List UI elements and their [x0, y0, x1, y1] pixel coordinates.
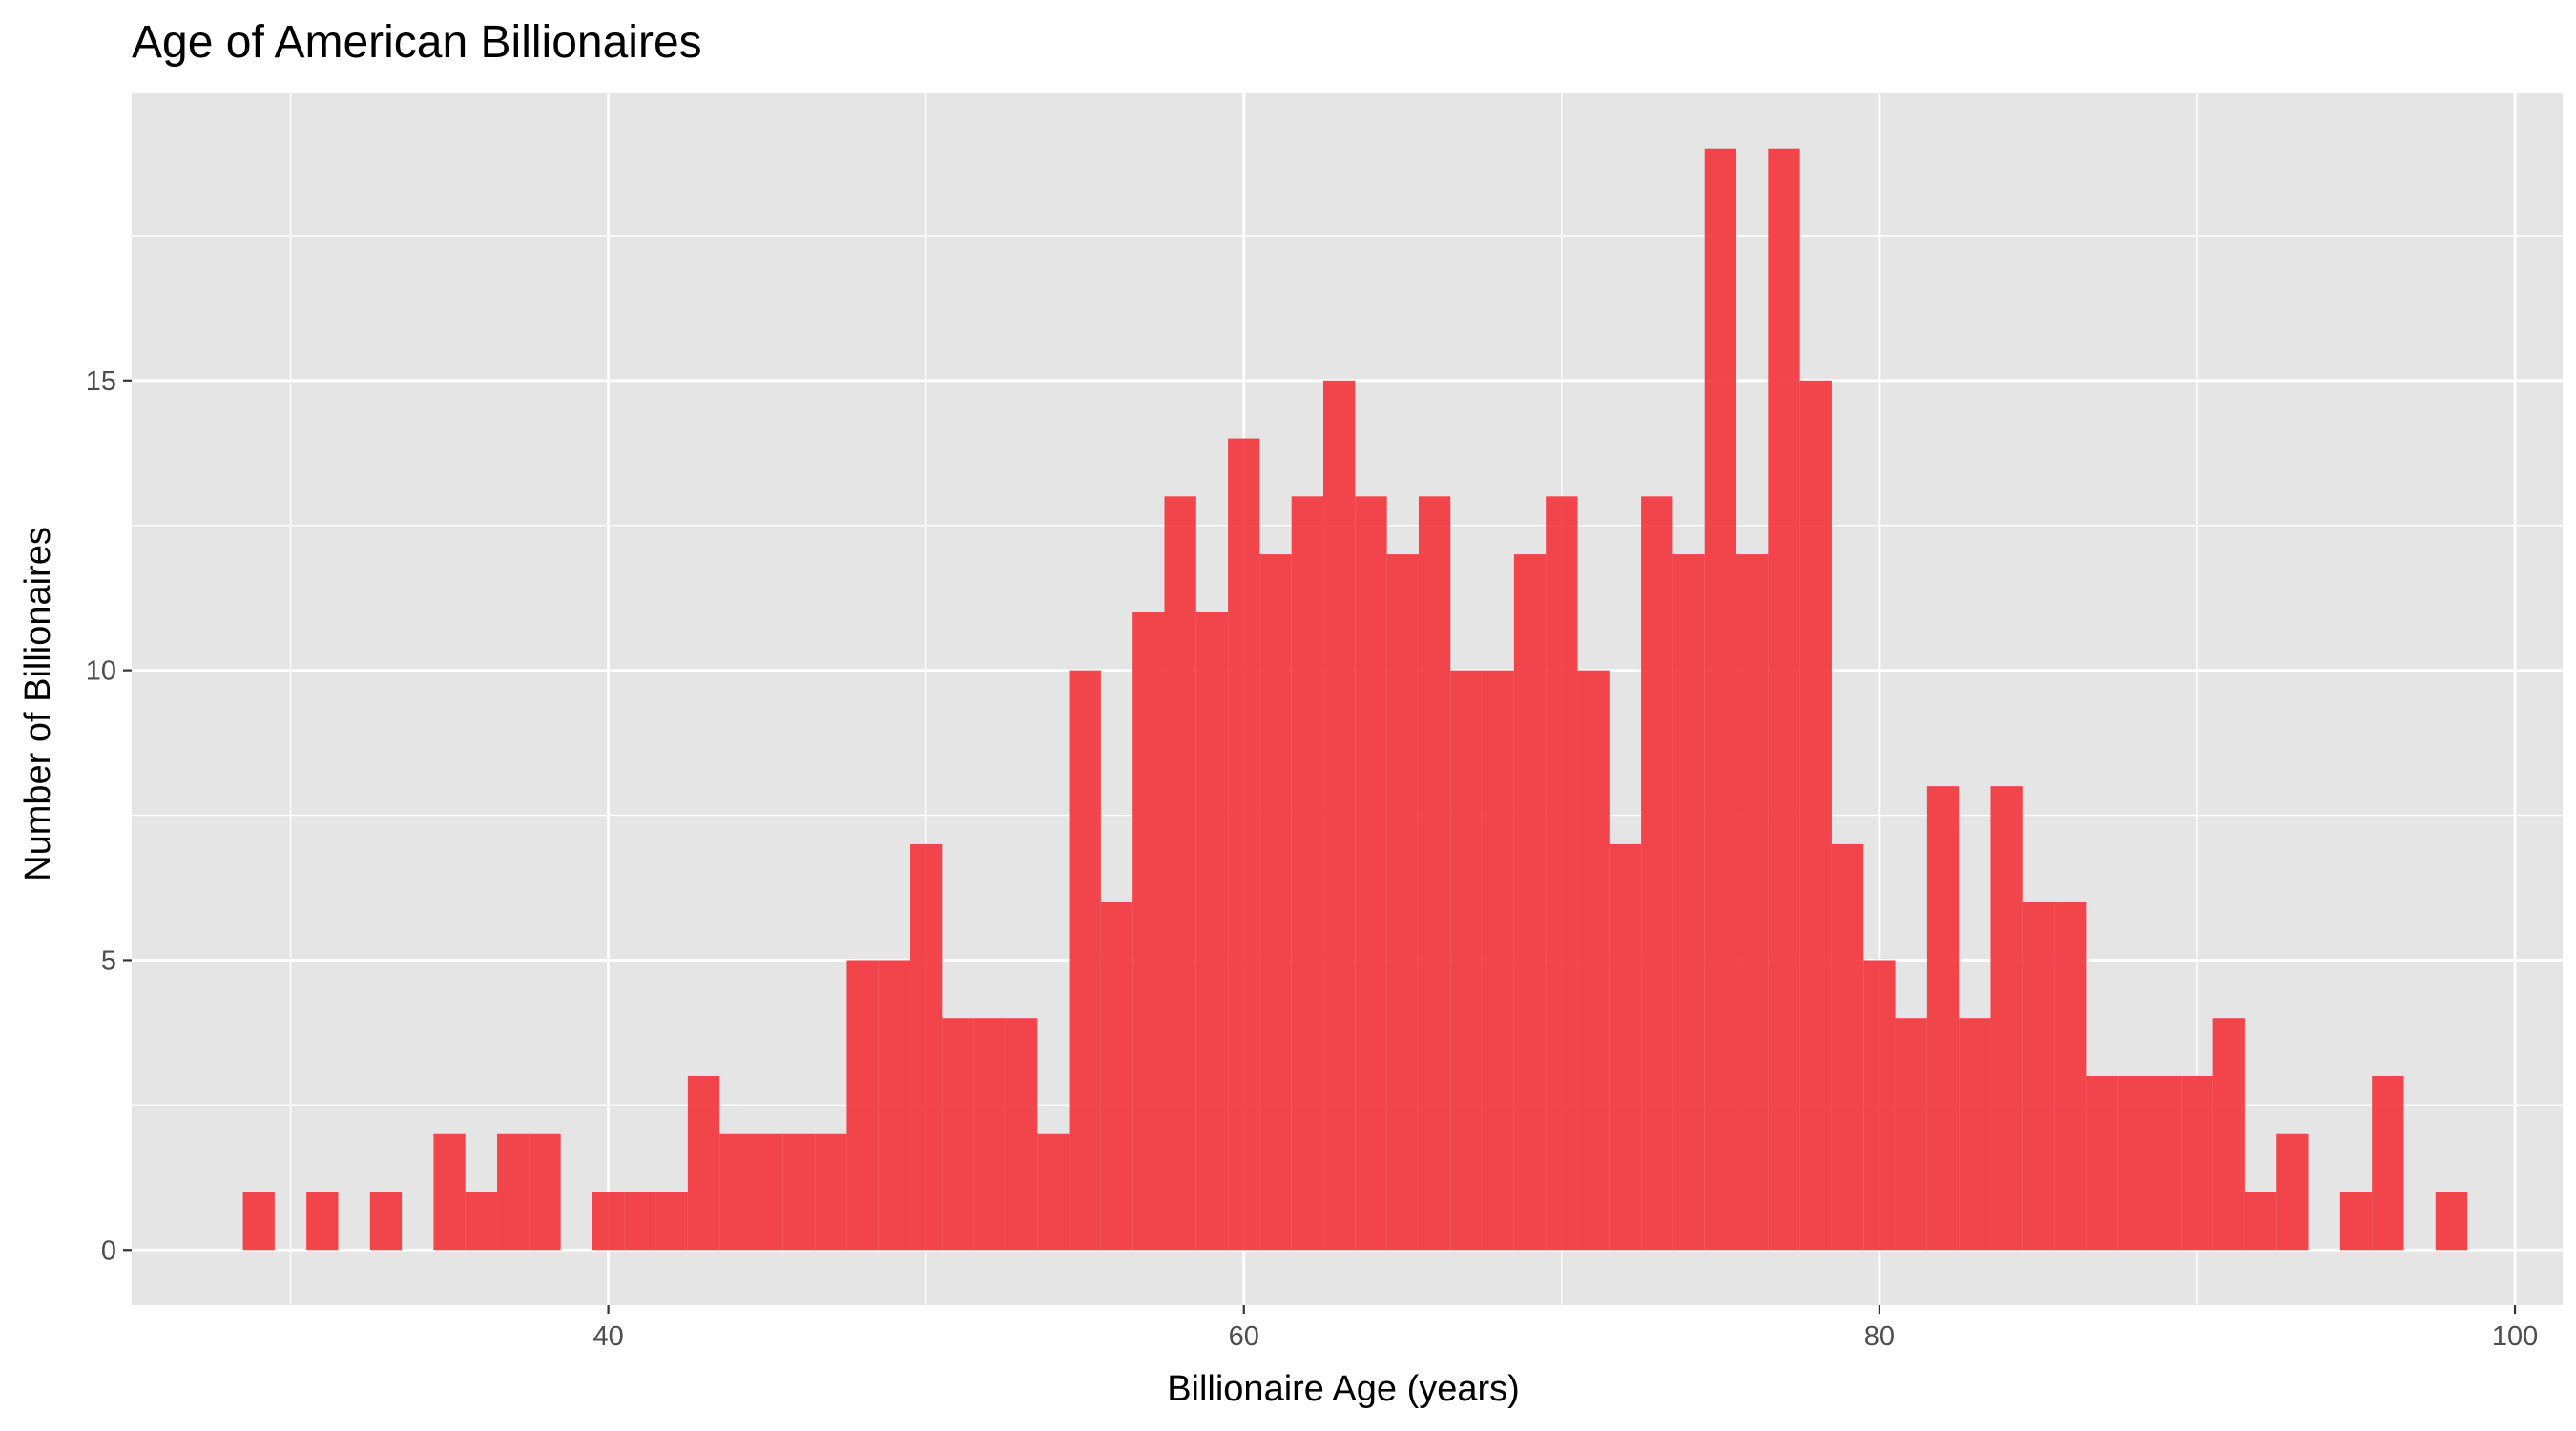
- histogram-bar: [433, 1133, 466, 1251]
- histogram-bar: [1450, 670, 1483, 1251]
- histogram-bar: [624, 1192, 656, 1251]
- x-axis-title: Billionaire Age (years): [1167, 1369, 1520, 1409]
- histogram-bar: [1736, 554, 1769, 1251]
- histogram-bar: [2276, 1133, 2309, 1251]
- histogram-bar: [1259, 554, 1292, 1251]
- histogram-bar: [2339, 1192, 2373, 1251]
- histogram-bar: [846, 960, 879, 1251]
- x-tick-label: 40: [592, 1321, 623, 1352]
- histogram-bar: [1100, 902, 1133, 1251]
- y-tick-label: 5: [101, 945, 116, 976]
- histogram-bar: [1355, 496, 1387, 1251]
- histogram-bar: [973, 1018, 1006, 1251]
- histogram-bar: [655, 1192, 688, 1251]
- histogram-bar: [2086, 1075, 2118, 1251]
- histogram-bar: [592, 1192, 625, 1251]
- histogram-bar: [1164, 496, 1196, 1251]
- histogram-bar: [942, 1018, 974, 1251]
- y-tick-label: 0: [101, 1235, 116, 1266]
- histogram-bar: [465, 1192, 498, 1251]
- histogram-bar: [2022, 902, 2055, 1251]
- histogram-bar: [1291, 496, 1324, 1251]
- histogram-bar: [1577, 670, 1610, 1251]
- histogram-bar: [1990, 786, 2023, 1251]
- x-axis: 40 60 80 100: [592, 1305, 2538, 1352]
- histogram-bar: [878, 960, 911, 1251]
- histogram-bar: [1386, 554, 1419, 1251]
- histogram-bar: [1228, 438, 1260, 1251]
- histogram-bar: [497, 1133, 530, 1251]
- histogram-bar: [2435, 1192, 2468, 1251]
- histogram-bar: [1926, 786, 1960, 1251]
- histogram-bar: [369, 1192, 403, 1251]
- histogram-bar: [2054, 902, 2087, 1251]
- histogram-bar: [1609, 843, 1642, 1251]
- histogram-bar: [1672, 554, 1705, 1251]
- histogram-bar: [2150, 1075, 2182, 1251]
- x-tick-label: 80: [1864, 1321, 1895, 1352]
- histogram-bar: [242, 1192, 275, 1251]
- histogram-bar: [1482, 670, 1514, 1251]
- histogram-bar: [1546, 496, 1578, 1251]
- histogram-bars: [242, 148, 2468, 1251]
- histogram-bar: [782, 1133, 816, 1251]
- histogram-bar: [1831, 843, 1864, 1251]
- histogram-bar: [1513, 554, 1547, 1251]
- histogram-bar: [751, 1133, 783, 1251]
- histogram-bar: [2181, 1075, 2213, 1251]
- chart-title: Age of American Billionaires: [132, 17, 702, 68]
- histogram-bar: [1799, 380, 1832, 1251]
- histogram-bar: [1069, 670, 1101, 1251]
- histogram-bar: [1195, 612, 1229, 1251]
- histogram-bar: [1323, 380, 1356, 1251]
- x-tick-label: 100: [2492, 1321, 2538, 1352]
- histogram-bar: [1005, 1018, 1038, 1251]
- histogram-bar: [2372, 1075, 2404, 1251]
- histogram-bar: [1895, 1018, 1927, 1251]
- histogram-bar: [910, 843, 943, 1251]
- histogram-bar: [2212, 1018, 2245, 1251]
- histogram-bar: [2117, 1075, 2150, 1251]
- y-tick-label: 10: [86, 656, 116, 687]
- histogram-bar: [529, 1133, 561, 1251]
- histogram-bar: [1704, 148, 1737, 1251]
- histogram-bar: [306, 1192, 339, 1251]
- histogram-bar: [1037, 1133, 1070, 1251]
- y-tick-label: 15: [86, 366, 116, 397]
- histogram-bar: [1863, 960, 1896, 1251]
- histogram-bar: [1132, 612, 1165, 1251]
- histogram-bar: [1418, 496, 1451, 1251]
- histogram-bar: [719, 1133, 752, 1251]
- histogram-bar: [815, 1133, 847, 1251]
- y-axis: 0 5 10 15: [86, 366, 132, 1266]
- y-axis-title: Number of Billionaires: [18, 527, 58, 881]
- histogram-bar: [1768, 148, 1800, 1251]
- histogram-bar: [1641, 496, 1673, 1251]
- histogram-bar: [2244, 1192, 2277, 1251]
- histogram-bar: [687, 1075, 720, 1251]
- histogram-bar: [1959, 1018, 1991, 1251]
- x-tick-label: 60: [1229, 1321, 1259, 1352]
